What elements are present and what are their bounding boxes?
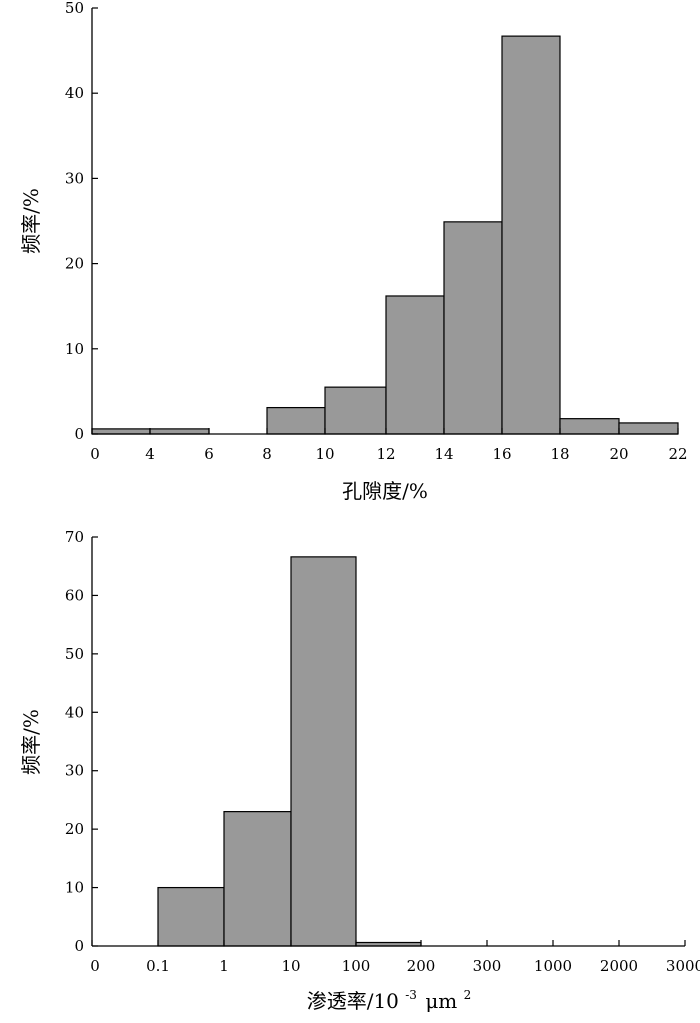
permeability-y-axis-title: 频率/%: [19, 709, 43, 775]
permeability-bar: [223, 811, 292, 947]
porosity-y-tick-label: 40: [65, 84, 84, 102]
porosity-y-ticks: 0 10 20 30 40 50: [65, 0, 98, 443]
porosity-bar: [443, 221, 503, 435]
permeability-x-tick-label: 10: [281, 957, 300, 975]
porosity-x-tick-label: 6: [204, 445, 214, 463]
permeability-x-axis-title: 渗透率/10 -3 μm 2: [307, 980, 472, 1013]
porosity-x-tick-label: 4: [145, 445, 155, 463]
permeability-x-tick-label: 100: [342, 957, 371, 975]
porosity-x-tick-label: 10: [315, 445, 334, 463]
permeability-x-tick-label: 200: [407, 957, 436, 975]
permeability-bars: [157, 556, 422, 947]
porosity-x-axis-title: 孔隙度/%: [342, 479, 428, 503]
porosity-x-ticks: 0 4 6 8 10 12 14 16 18 20 22: [90, 428, 688, 463]
permeability-x-tick-label: 3000: [666, 957, 700, 975]
porosity-bar: [324, 386, 387, 435]
permeability-x-title-unit-exponent: 2: [464, 988, 472, 1002]
porosity-x-tick-label: 20: [609, 445, 628, 463]
porosity-histogram: 0 10 20 30 40 50 0 4 6 8 10 12 14 16 18 20 22 频率/% 孔隙度/…: [19, 0, 688, 503]
porosity-bar: [618, 422, 679, 435]
porosity-bars: [91, 35, 679, 435]
porosity-bar: [91, 428, 151, 435]
permeability-x-title-exponent: -3: [405, 988, 417, 1002]
porosity-bar: [266, 406, 326, 435]
porosity-x-tick-label: 0: [90, 445, 100, 463]
porosity-y-tick-label: 50: [65, 0, 84, 17]
permeability-x-tick-label: 0: [90, 957, 100, 975]
porosity-x-tick-label: 12: [376, 445, 395, 463]
permeability-x-tick-label: 300: [473, 957, 502, 975]
porosity-bar: [501, 35, 561, 435]
permeability-bar: [157, 886, 225, 947]
porosity-y-tick-label: 30: [65, 169, 84, 187]
porosity-y-tick-label: 10: [65, 340, 84, 358]
permeability-y-tick-label: 10: [65, 879, 84, 897]
permeability-x-tick-label: 2000: [600, 957, 638, 975]
porosity-y-axis-title: 频率/%: [19, 188, 43, 254]
permeability-y-tick-label: 60: [65, 586, 84, 604]
permeability-x-tick-label: 0.1: [146, 957, 170, 975]
permeability-y-ticks: 0 10 20 30 40 50 60 70: [65, 528, 98, 955]
permeability-y-tick-label: 50: [65, 645, 84, 663]
permeability-y-tick-label: 30: [65, 762, 84, 780]
permeability-y-tick-label: 40: [65, 703, 84, 721]
permeability-bar: [290, 556, 357, 947]
permeability-x-ticks: 0 0.1 1 10 100 200 300 1000 2000 3000: [90, 940, 700, 975]
porosity-bar: [559, 418, 620, 435]
permeability-histogram: 0 10 20 30 40 50 60 70 0 0.1 1 10 100 200 300 1000 2000…: [19, 528, 700, 1013]
porosity-y-tick-label: 0: [74, 425, 84, 443]
permeability-x-tick-label: 1: [219, 957, 229, 975]
permeability-y-tick-label: 70: [65, 528, 84, 546]
permeability-y-tick-label: 20: [65, 820, 84, 838]
porosity-x-tick-label: 18: [550, 445, 569, 463]
permeability-x-title-main: 渗透率/10: [307, 989, 399, 1013]
permeability-x-tick-label: 1000: [534, 957, 572, 975]
porosity-x-tick-label: 8: [262, 445, 272, 463]
porosity-bar: [149, 428, 210, 435]
porosity-y-tick-label: 20: [65, 255, 84, 273]
porosity-bar: [385, 295, 445, 435]
porosity-x-tick-label: 16: [492, 445, 511, 463]
permeability-y-tick-label: 0: [74, 937, 84, 955]
porosity-x-tick-label: 14: [434, 445, 453, 463]
permeability-x-title-unit: μm: [425, 989, 457, 1013]
porosity-x-tick-label: 22: [668, 445, 687, 463]
